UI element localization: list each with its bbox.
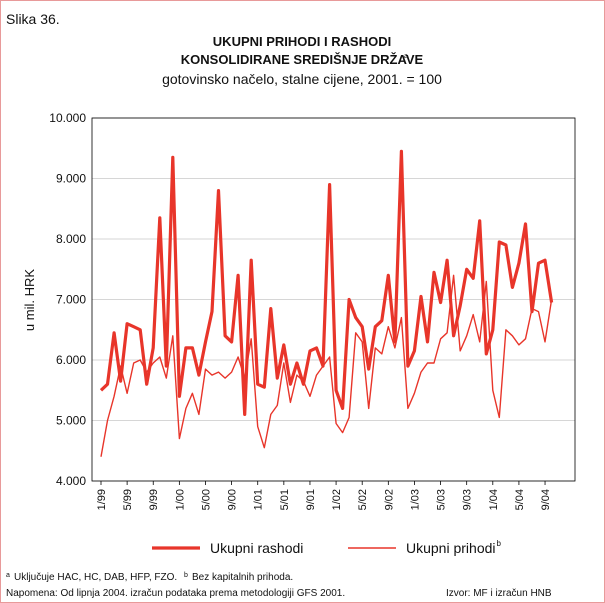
x-tick-label: 5/03 bbox=[436, 489, 448, 510]
x-tick-label: 5/02 bbox=[357, 489, 369, 510]
x-tick-label: 9/01 bbox=[305, 489, 317, 510]
line-series bbox=[99, 149, 554, 416]
y-tick-label: 10.000 bbox=[49, 111, 86, 125]
x-tick-label: 1/02 bbox=[331, 489, 343, 510]
x-tick-label: 9/99 bbox=[148, 489, 160, 510]
x-tick-label: 5/04 bbox=[514, 489, 526, 510]
plot-border bbox=[91, 117, 576, 482]
footnote-mark: a bbox=[6, 572, 10, 579]
legend-superscript: b bbox=[497, 539, 502, 548]
x-tick-label: 9/04 bbox=[540, 489, 552, 510]
chart-title: UKUPNI PRIHODI I RASHODI bbox=[213, 34, 391, 49]
y-tick-label: 7.000 bbox=[56, 293, 86, 307]
x-tick-label: 9/00 bbox=[227, 489, 239, 510]
x-tick-label: 1/00 bbox=[174, 489, 186, 510]
x-tick-label: 9/03 bbox=[462, 489, 474, 510]
y-tick-label: 5.000 bbox=[56, 414, 86, 428]
x-tick-label: 1/01 bbox=[253, 489, 265, 510]
title-superscript: a bbox=[404, 53, 408, 60]
figure-label: Slika 36. bbox=[6, 11, 60, 27]
x-tick-label: 5/99 bbox=[122, 489, 134, 510]
legend-label: Ukupni prihodi bbox=[406, 540, 496, 556]
y-tick-label: 9.000 bbox=[56, 172, 86, 186]
y-axis-label: u mil. HRK bbox=[22, 269, 37, 331]
source: Izvor: MF i izračun HNB bbox=[446, 588, 552, 599]
x-tick-label: 1/99 bbox=[96, 489, 108, 510]
x-tick-label: 5/00 bbox=[200, 489, 212, 510]
x-tick-label: 1/03 bbox=[409, 489, 421, 510]
note: Napomena: Od lipnja 2004. izračun podata… bbox=[6, 588, 345, 599]
y-tick-label: 6.000 bbox=[56, 353, 86, 367]
legend-label: Ukupni rashodi bbox=[210, 540, 303, 556]
footnote-mark: b bbox=[184, 572, 188, 579]
x-tick-label: 1/04 bbox=[488, 489, 500, 510]
footnote: Uključuje HAC, HC, DAB, HFP, FZO. bbox=[14, 572, 177, 583]
x-tick-label: 9/02 bbox=[383, 489, 395, 510]
chart-title-line2: KONSOLIDIRANE SREDIŠNJE DRŽAVE bbox=[181, 52, 424, 67]
chart-subtitle: gotovinsko načelo, stalne cijene, 2001. … bbox=[162, 71, 442, 87]
y-tick-label: 8.000 bbox=[56, 232, 86, 246]
line-series bbox=[100, 274, 553, 457]
footnote: Bez kapitalnih prihoda. bbox=[192, 572, 293, 583]
y-tick-label: 4.000 bbox=[56, 474, 86, 488]
x-tick-label: 5/01 bbox=[279, 489, 291, 510]
